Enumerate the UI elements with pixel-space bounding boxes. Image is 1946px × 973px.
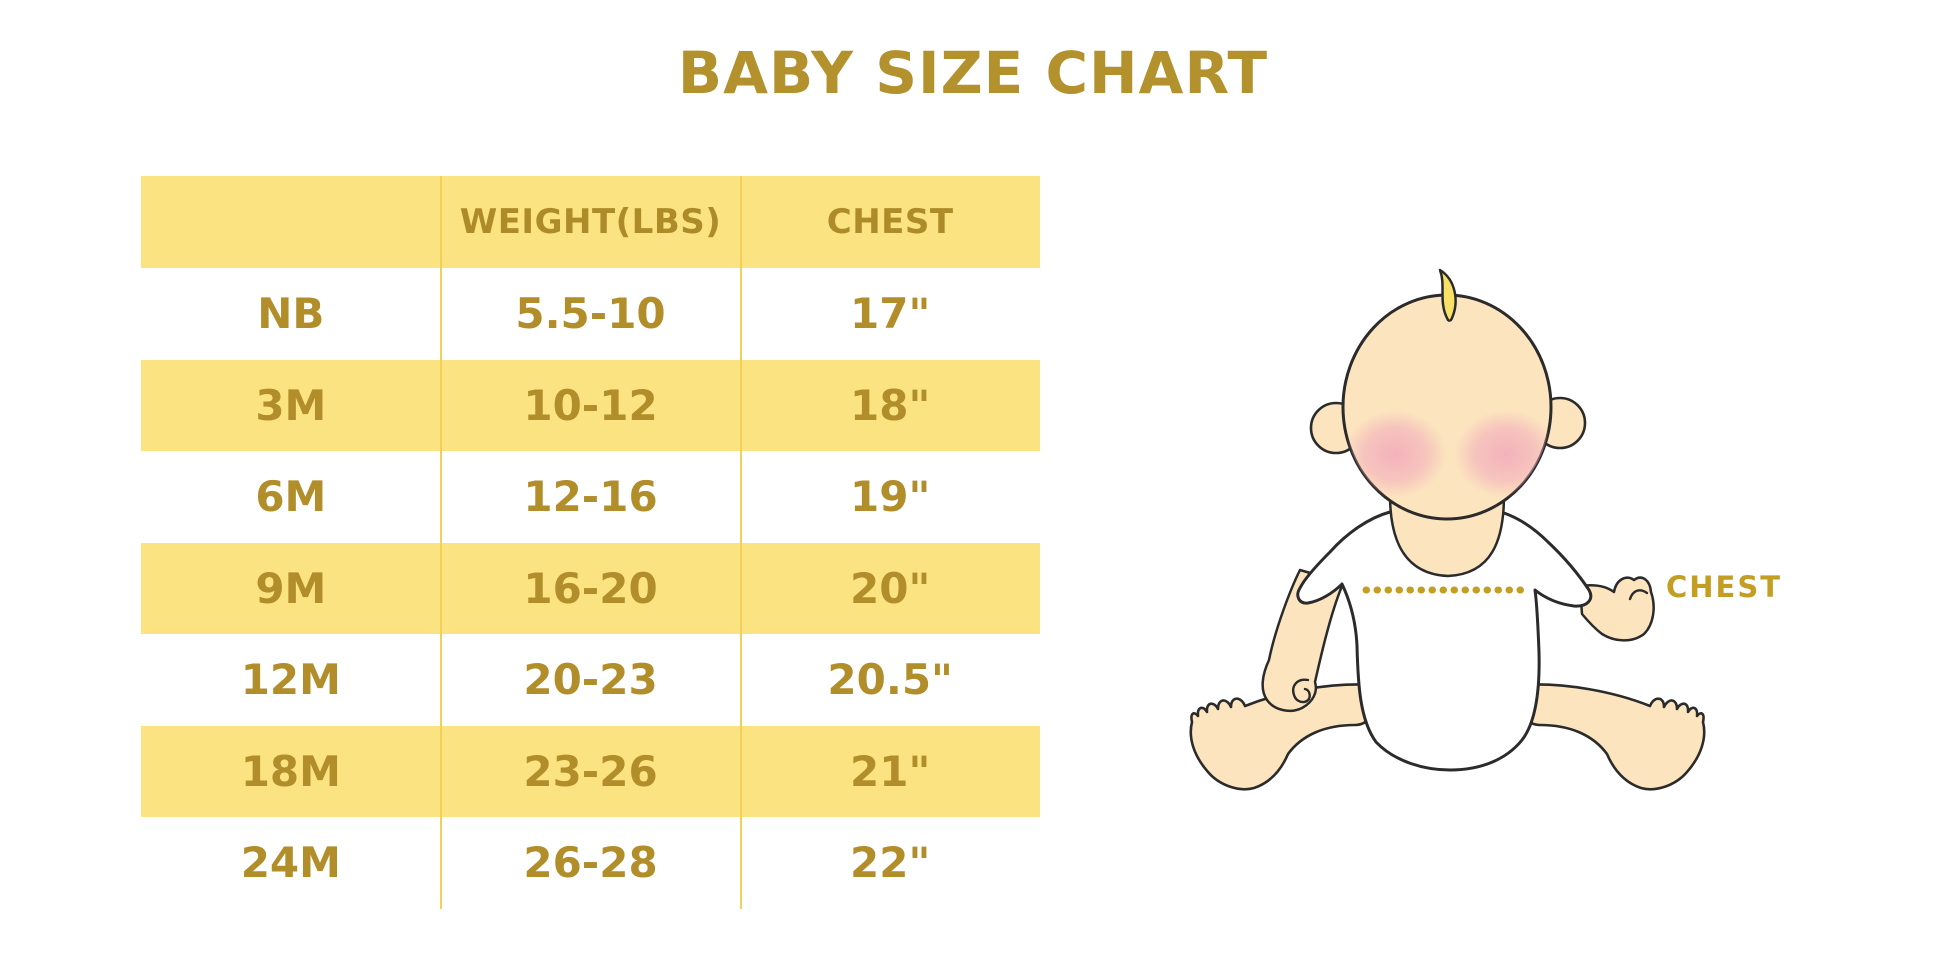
header-cell-size — [141, 176, 441, 268]
weight-cell: 10-12 — [523, 380, 658, 430]
size-cell: 6M — [255, 472, 327, 522]
table-row: 24M 26-28 22" — [141, 817, 1040, 909]
table-row: 12M 20-23 20.5" — [141, 634, 1040, 726]
table-row: 6M 12-16 19" — [141, 451, 1040, 543]
chest-cell: 21" — [850, 746, 931, 796]
table-row: 9M 16-20 20" — [141, 542, 1040, 634]
chest-label: CHEST — [1666, 570, 1783, 604]
chest-cell: 17" — [850, 289, 931, 339]
weight-cell: 16-20 — [523, 563, 658, 613]
chest-cell: 20.5" — [827, 655, 953, 705]
baby-right-leg — [1518, 683, 1706, 791]
size-cell: 12M — [240, 655, 341, 705]
baby-left-fist-finger-line — [1292, 678, 1311, 704]
baby-right-arm — [1578, 576, 1655, 642]
chest-cell: 19" — [850, 472, 931, 522]
baby-drawing — [1189, 268, 1706, 791]
baby-illustration — [1150, 190, 1810, 850]
page-title: BABY SIZE CHART — [677, 39, 1269, 107]
size-cell: 18M — [240, 746, 341, 796]
table-row: 18M 23-26 21" — [141, 725, 1040, 817]
size-table: WEIGHT(LBS) CHEST NB 5.5-10 17" 3M 10-12… — [141, 176, 1040, 909]
header-cell-weight: WEIGHT(LBS) — [459, 202, 722, 242]
table-row: NB 5.5-10 17" — [141, 268, 1040, 360]
weight-cell: 23-26 — [523, 746, 658, 796]
table-header-row: WEIGHT(LBS) CHEST — [141, 176, 1040, 268]
weight-cell: 12-16 — [523, 472, 658, 522]
chest-cell: 22" — [850, 838, 931, 888]
column-separator-line — [440, 176, 442, 909]
chest-cell: 20" — [850, 563, 931, 613]
baby-blush-left — [1343, 410, 1447, 498]
baby-hair-tuft — [1438, 268, 1457, 322]
size-cell: 9M — [255, 563, 327, 613]
header-cell-chest: CHEST — [826, 202, 954, 242]
size-cell: 3M — [255, 380, 327, 430]
column-separator-line — [740, 176, 742, 909]
weight-cell: 20-23 — [523, 655, 658, 705]
size-cell: NB — [257, 289, 325, 339]
size-cell: 24M — [240, 838, 341, 888]
baby-left-leg — [1189, 683, 1377, 791]
weight-cell: 5.5-10 — [515, 289, 666, 339]
baby-shirt — [1296, 510, 1593, 772]
table-row: 3M 10-12 18" — [141, 359, 1040, 451]
weight-cell: 26-28 — [523, 838, 658, 888]
chest-cell: 18" — [850, 380, 931, 430]
baby-right-fist-thumb-line — [1628, 589, 1649, 601]
